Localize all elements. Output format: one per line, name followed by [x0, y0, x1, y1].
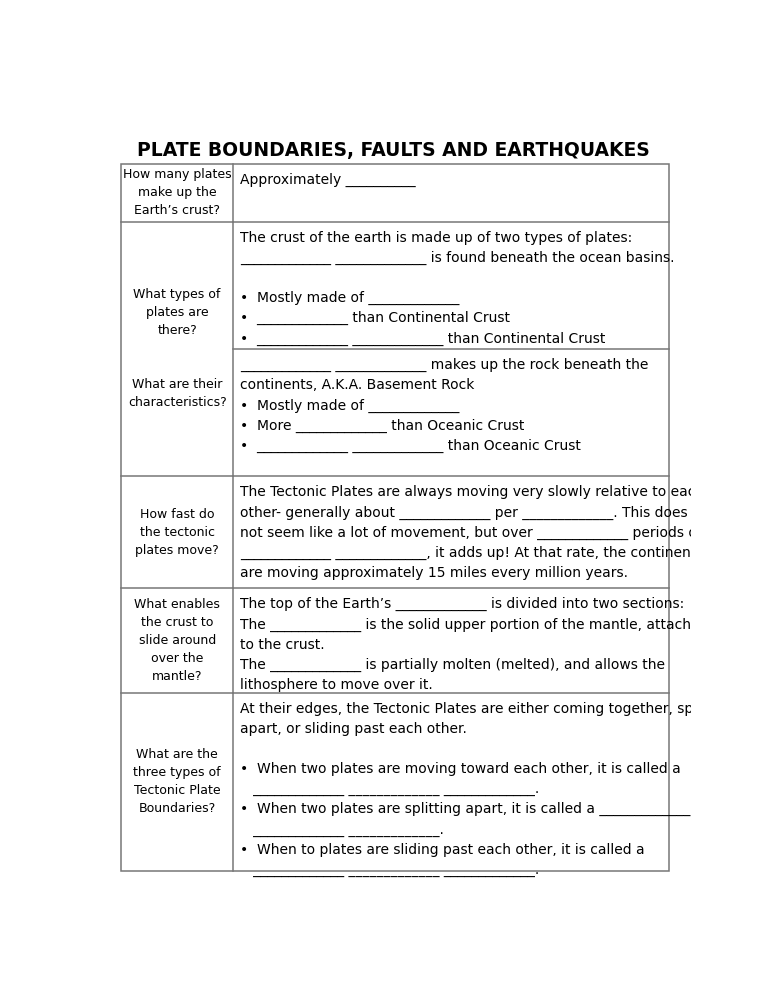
Text: _____________ _____________ makes up the rock beneath the
continents, A.K.A. Bas: _____________ _____________ makes up the…	[240, 358, 649, 493]
Text: What types of
plates are
there?


What are their
characteristics?: What types of plates are there? What are…	[127, 288, 227, 410]
Text: How fast do
the tectonic
plates move?: How fast do the tectonic plates move?	[135, 508, 219, 557]
Text: How many plates
make up the
Earth’s crust?: How many plates make up the Earth’s crus…	[123, 168, 231, 217]
Text: The Tectonic Plates are always moving very slowly relative to each
other- genera: The Tectonic Plates are always moving ve…	[240, 485, 704, 580]
Text: What are the
three types of
Tectonic Plate
Boundaries?: What are the three types of Tectonic Pla…	[134, 748, 221, 815]
Text: At their edges, the Tectonic Plates are either coming together, splitting
apart,: At their edges, the Tectonic Plates are …	[240, 702, 734, 877]
Text: The top of the Earth’s _____________ is divided into two sections:
The _________: The top of the Earth’s _____________ is …	[240, 597, 709, 692]
Text: PLATE BOUNDARIES, FAULTS AND EARTHQUAKES: PLATE BOUNDARIES, FAULTS AND EARTHQUAKES	[137, 141, 650, 160]
Text: The crust of the earth is made up of two types of plates:
_____________ ________: The crust of the earth is made up of two…	[240, 231, 675, 386]
Text: What enables
the crust to
slide around
over the
mantle?: What enables the crust to slide around o…	[134, 597, 220, 683]
Text: Approximately __________: Approximately __________	[240, 173, 416, 187]
